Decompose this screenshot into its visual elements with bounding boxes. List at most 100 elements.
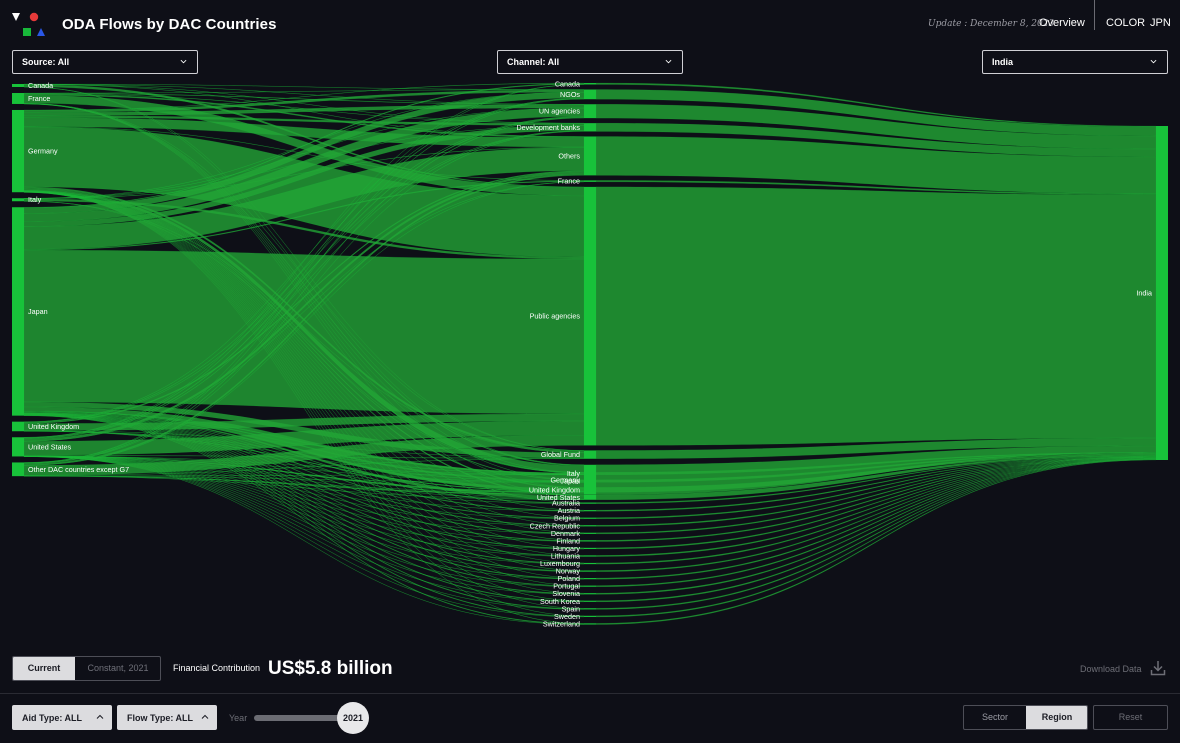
flow-link-united-states-to-norway[interactable]: [23, 456, 585, 572]
download-data-link[interactable]: Download Data: [1080, 664, 1142, 674]
channel-node-lithuania[interactable]: [584, 555, 596, 557]
source-node-united-states[interactable]: [12, 437, 24, 457]
channel-node-sweden[interactable]: [584, 615, 596, 617]
channel-node-belgium[interactable]: [584, 517, 596, 519]
region-button[interactable]: Region: [1026, 706, 1087, 729]
channel-label-lithuania: Lithuania: [551, 551, 580, 560]
channel-node-poland[interactable]: [584, 578, 596, 580]
controls-row: Aid Type: ALL Flow Type: ALL Year 2021 S…: [0, 694, 1180, 743]
source-node-other-dac-countries-except-g7[interactable]: [12, 462, 24, 477]
channel-node-norway[interactable]: [584, 570, 596, 572]
flow-link-japan-to-public-agencies[interactable]: [23, 249, 585, 415]
aid-type-dropdown[interactable]: Aid Type: ALL: [12, 705, 112, 730]
channel-node-united-states[interactable]: [584, 494, 596, 500]
flow-link-other-dac-countries-except-g7-to-united-states[interactable]: [23, 475, 585, 500]
flow-link-other-dac-countries-except-g7-to-others[interactable]: [23, 173, 585, 466]
year-slider-track[interactable]: [254, 715, 346, 721]
flow-link-public-agencies-to-india[interactable]: [595, 186, 1157, 446]
channel-label-others: Others: [558, 151, 580, 160]
flow-link-united-states-to-sweden[interactable]: [23, 456, 585, 618]
channel-node-public-agencies[interactable]: [584, 186, 596, 446]
chevron-down-icon: [1150, 59, 1157, 64]
channel-node-australia[interactable]: [584, 502, 596, 504]
channel-node-switzerland[interactable]: [584, 623, 596, 625]
channel-node-others[interactable]: [584, 136, 596, 176]
channel-node-spain[interactable]: [584, 608, 596, 610]
flow-link-united-states-to-belgium[interactable]: [23, 456, 585, 520]
channel-node-development-banks[interactable]: [584, 123, 596, 132]
channel-node-un-agencies[interactable]: [584, 104, 596, 119]
flow-type-dropdown[interactable]: Flow Type: ALL: [117, 705, 217, 730]
channel-dropdown[interactable]: Channel: All: [497, 50, 683, 74]
channel-node-slovenia[interactable]: [584, 593, 596, 595]
financial-contribution-value: US$5.8 billion: [268, 658, 393, 679]
flow-link-united-states-to-slovenia[interactable]: [23, 456, 585, 595]
channel-node-south-korea[interactable]: [584, 600, 596, 602]
channel-node-united-kingdom[interactable]: [584, 487, 596, 493]
channel-node-global-fund[interactable]: [584, 450, 596, 459]
flow-link-other-dac-countries-except-g7-to-public-agencies[interactable]: [23, 435, 585, 476]
source-dropdown[interactable]: Source: All: [12, 50, 198, 74]
chevron-down-icon: [180, 59, 187, 64]
flow-link-united-states-to-denmark[interactable]: [23, 456, 585, 535]
year-slider-thumb[interactable]: 2021: [337, 702, 369, 734]
flow-link-other-dac-countries-except-g7-to-global-fund[interactable]: [23, 458, 585, 476]
channel-node-hungary[interactable]: [584, 547, 596, 550]
channel-node-finland[interactable]: [584, 540, 596, 542]
flow-link-other-dac-countries-except-g7-to-development-banks[interactable]: [23, 130, 585, 464]
source-node-canada[interactable]: [12, 84, 24, 87]
channel-node-germany[interactable]: [584, 464, 596, 495]
channel-node-portugal[interactable]: [584, 585, 596, 587]
channel-label-united-kingdom: United Kingdom: [529, 485, 580, 494]
value-basis-toggle[interactable]: Current Constant, 2021: [12, 656, 161, 681]
flow-type-label: Flow Type: ALL: [127, 713, 193, 723]
channel-label-un-agencies: UN agencies: [539, 107, 581, 116]
flow-link-united-states-to-switzerland[interactable]: [23, 456, 585, 625]
channel-node-austria[interactable]: [584, 510, 596, 512]
channel-node-japan[interactable]: [584, 479, 596, 483]
download-icon[interactable]: [1150, 660, 1166, 676]
channel-label-italy: Italy: [567, 469, 581, 478]
source-node-france[interactable]: [12, 93, 24, 104]
recipient-dropdown[interactable]: India: [982, 50, 1168, 74]
nav-color-toggle[interactable]: COLOR: [1106, 17, 1146, 29]
current-button[interactable]: Current: [13, 657, 75, 680]
channel-node-canada[interactable]: [584, 83, 596, 85]
channel-label-australia: Australia: [552, 499, 580, 508]
sector-button[interactable]: Sector: [981, 712, 1008, 722]
source-node-united-kingdom[interactable]: [12, 421, 24, 432]
flow-link-other-dac-countries-except-g7-to-ngos[interactable]: [23, 98, 585, 464]
channel-node-luxembourg[interactable]: [584, 562, 596, 565]
flow-link-united-states-to-portugal[interactable]: [23, 456, 585, 588]
channel-label-germany: Germany: [550, 475, 580, 484]
constant-button[interactable]: Constant, 2021: [87, 663, 149, 673]
flow-link-united-states-to-spain[interactable]: [23, 456, 585, 610]
nav-overview-link[interactable]: Overview: [1039, 17, 1085, 29]
channel-label-denmark: Denmark: [551, 529, 581, 538]
reset-button[interactable]: Reset: [1093, 705, 1168, 730]
flow-link-united-states-to-poland[interactable]: [23, 456, 585, 580]
flow-link-switzerland-to-india[interactable]: [595, 459, 1157, 625]
flow-link-other-dac-countries-except-g7-to-canada[interactable]: [23, 84, 585, 463]
footer-divider: [0, 693, 1180, 694]
source-node-japan[interactable]: [12, 207, 24, 416]
flow-link-other-dac-countries-except-g7-to-france[interactable]: [23, 181, 585, 466]
logo-icon[interactable]: [12, 12, 50, 38]
view-toggle[interactable]: Sector Region: [963, 705, 1088, 730]
contribution-row: Current Constant, 2021 Financial Contrib…: [0, 655, 1180, 691]
flow-link-united-states-to-finland[interactable]: [23, 456, 585, 542]
nav-language-toggle[interactable]: JPN: [1150, 17, 1171, 29]
channel-node-france[interactable]: [584, 180, 596, 182]
channel-node-czech-republic[interactable]: [584, 525, 596, 527]
flow-link-united-states-to-luxembourg[interactable]: [23, 456, 585, 565]
channel-node-denmark[interactable]: [584, 532, 596, 534]
channel-node-italy[interactable]: [584, 472, 596, 475]
source-node-germany[interactable]: [12, 109, 24, 193]
channel-node-ngos[interactable]: [584, 89, 596, 100]
recipient-node-india[interactable]: [1156, 126, 1168, 460]
flow-link-united-states-to-south-korea[interactable]: [23, 456, 585, 603]
source-node-italy[interactable]: [12, 198, 24, 202]
flow-link-united-states-to-czech-republic[interactable]: [23, 456, 585, 527]
recipient-dropdown-label: India: [992, 57, 1014, 67]
